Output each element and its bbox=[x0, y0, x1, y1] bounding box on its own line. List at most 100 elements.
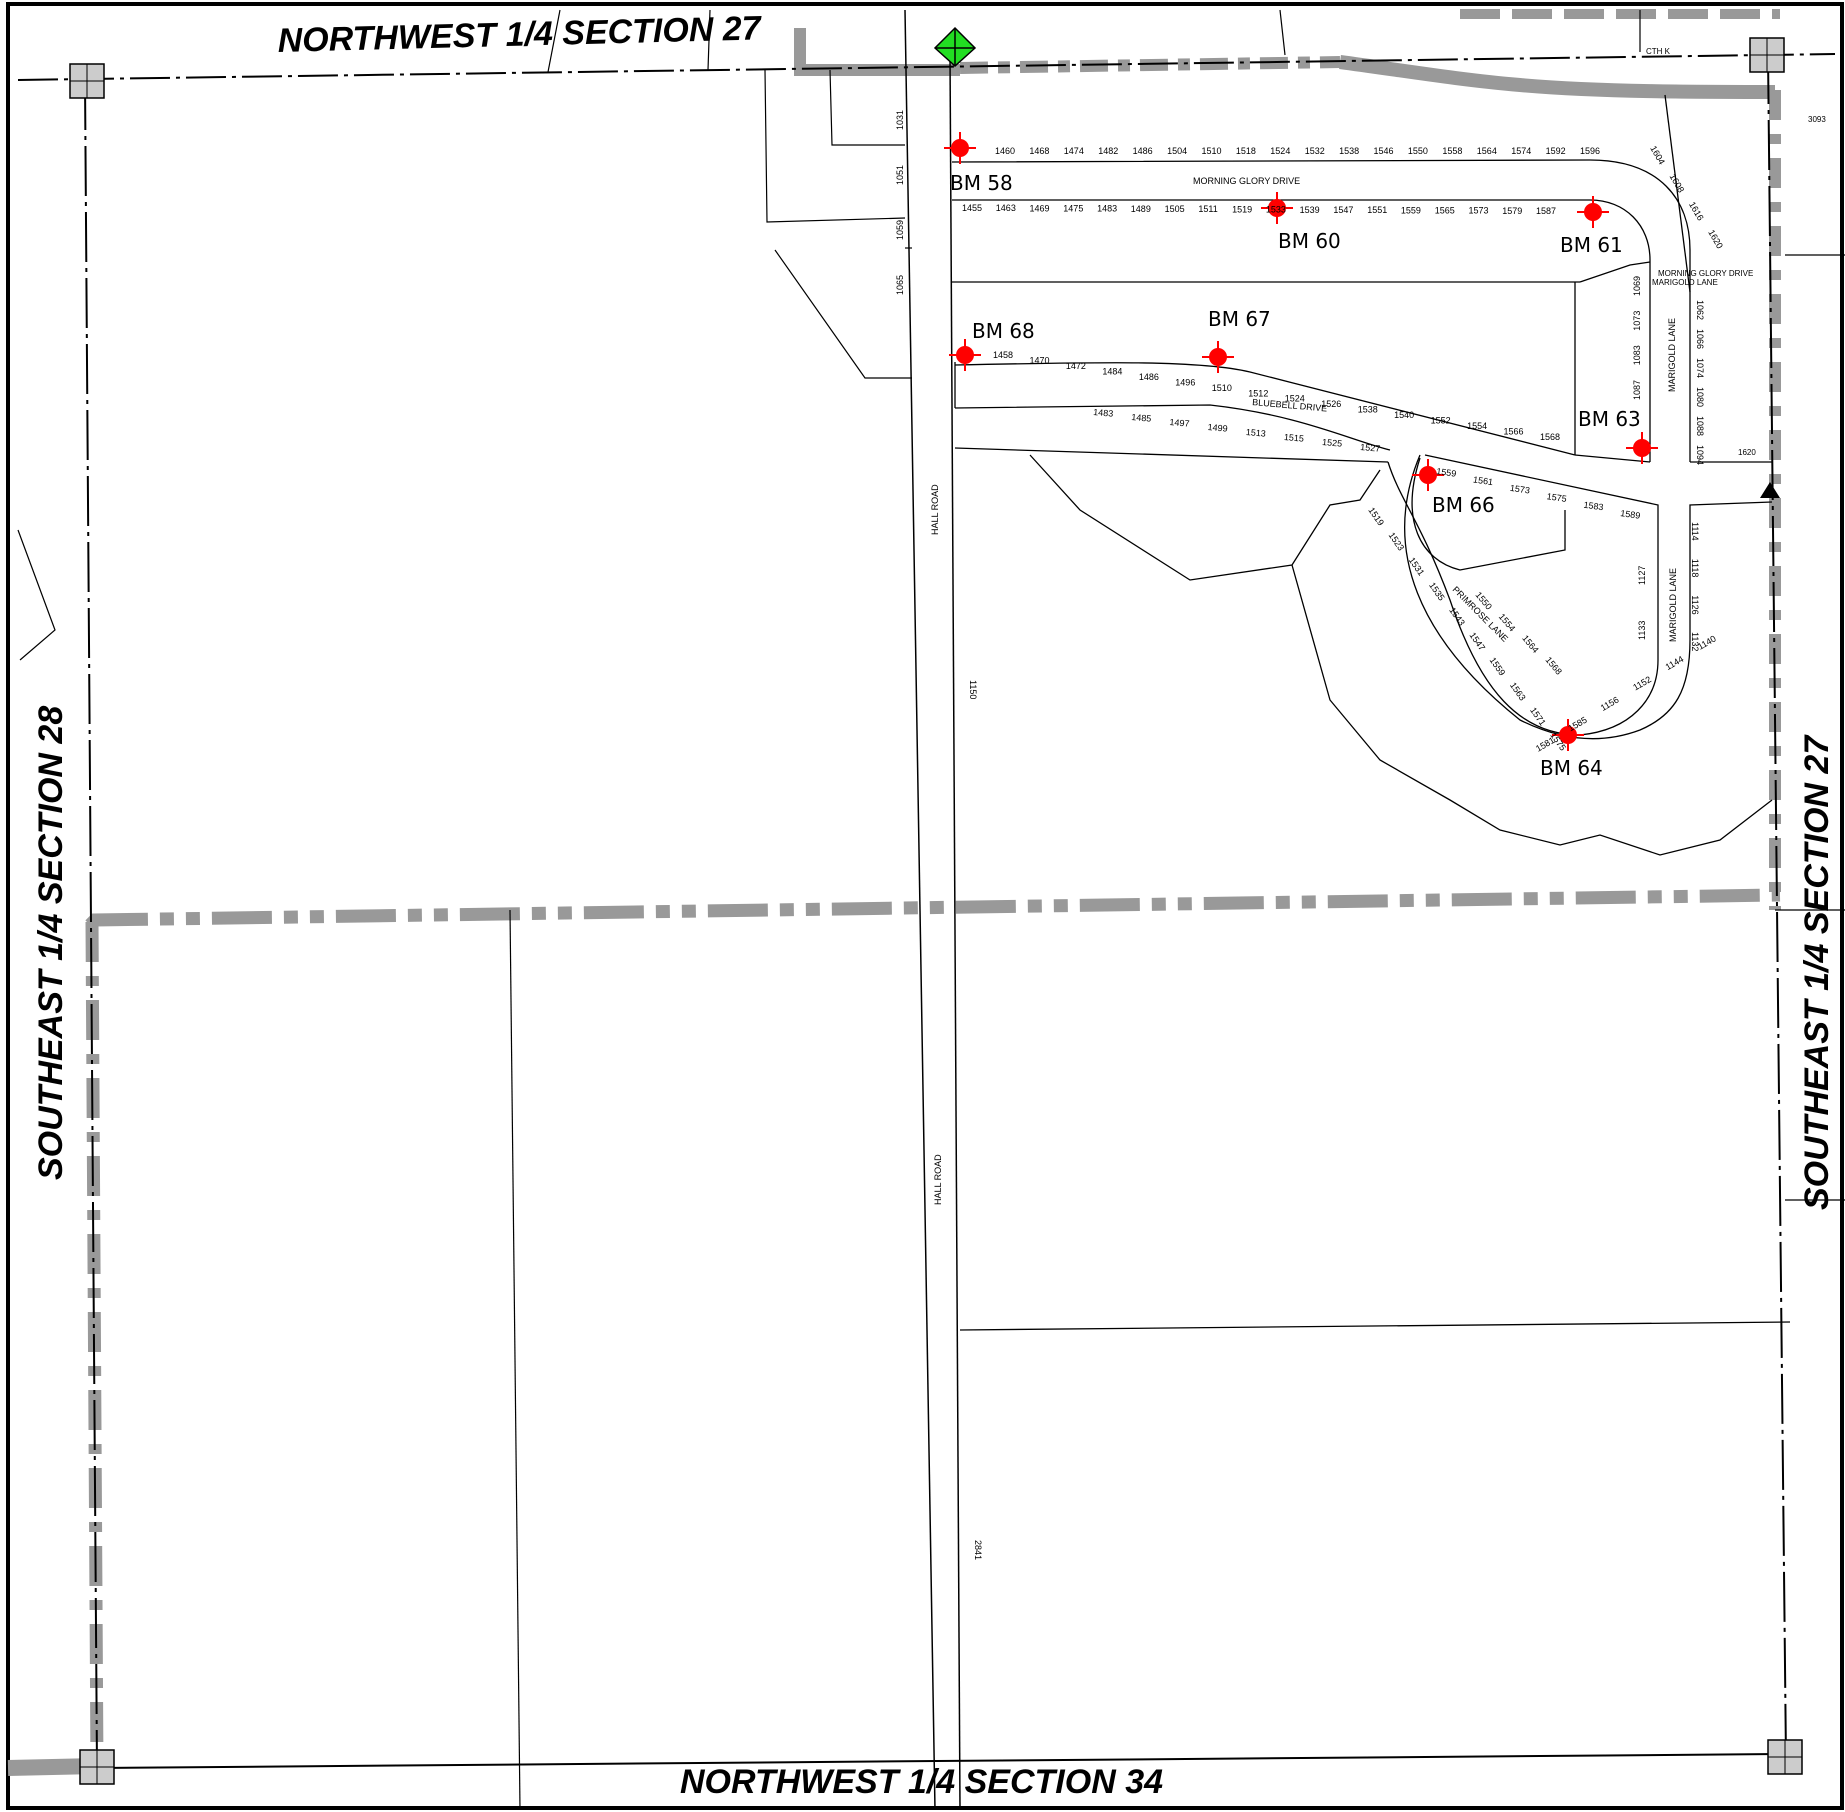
parcel-number: 1546 bbox=[1374, 146, 1394, 156]
parcel-number: 1559 bbox=[1436, 466, 1457, 479]
parcel-number: 1551 bbox=[1367, 205, 1387, 215]
parcel-number: 1573 bbox=[1509, 483, 1530, 496]
parcel-number: 1523 bbox=[1387, 530, 1407, 552]
parcel-number: 1573 bbox=[1469, 206, 1489, 216]
parcel-number: 1533 bbox=[1266, 205, 1286, 215]
section-label-bottom: NORTHWEST 1/4 SECTION 34 bbox=[680, 1763, 1163, 1801]
parcel-number: 1547 bbox=[1467, 630, 1487, 652]
parcel-number: 1499 bbox=[1207, 422, 1228, 434]
parcel-number: 1552 bbox=[1431, 416, 1451, 426]
parcel-number: 1526 bbox=[1321, 399, 1341, 409]
parcel-number: 1538 bbox=[1339, 146, 1359, 156]
bm-label: BM 60 bbox=[1278, 229, 1341, 253]
parcel-number: 1469 bbox=[1030, 203, 1050, 213]
parcel-number: 1083 bbox=[1632, 345, 1642, 365]
benchmark-icon bbox=[1412, 459, 1444, 491]
parcel-number: 1543 bbox=[1447, 605, 1467, 627]
parcel-number: 1564 bbox=[1520, 633, 1541, 655]
benchmark-icon bbox=[949, 339, 981, 371]
parcel-number: 1118 bbox=[1690, 559, 1700, 578]
parcel-number: 1604 bbox=[1648, 144, 1667, 166]
parcel-number: 1468 bbox=[1029, 146, 1049, 156]
parcel-number: 1559 bbox=[1488, 655, 1508, 677]
section-lines bbox=[17, 53, 1836, 1769]
parcel-number: 1585 bbox=[1566, 715, 1588, 734]
parcel-number: 1571 bbox=[1528, 705, 1548, 727]
bm-label: BM 58 bbox=[950, 171, 1013, 195]
benchmark-markers bbox=[944, 132, 1658, 751]
parcel-number: 1559 bbox=[1401, 205, 1421, 215]
parcel-number: 1132 bbox=[1690, 632, 1700, 651]
benchmark-icon bbox=[1577, 196, 1609, 228]
parcel-number: 1489 bbox=[1131, 204, 1151, 214]
parcel-number: 1152 bbox=[1631, 674, 1653, 692]
parcel-number: 1539 bbox=[1300, 205, 1320, 215]
parcel-number: 2841 bbox=[973, 1540, 983, 1560]
parcel-number: 1031 bbox=[895, 110, 905, 130]
parcel-number: 1519 bbox=[1232, 204, 1252, 214]
parcel-number: 1133 bbox=[1637, 621, 1647, 640]
benchmark-icon bbox=[944, 132, 976, 164]
parcel-number: 1074 bbox=[1695, 358, 1705, 378]
parcel-number: 1059 bbox=[895, 220, 905, 240]
parcel-number: 1088 bbox=[1695, 416, 1705, 436]
parcel-number: 1483 bbox=[1097, 204, 1117, 214]
parcel-number: 1486 bbox=[1139, 372, 1159, 382]
hall-road bbox=[904, 9, 961, 1811]
parcel-number: 1525 bbox=[1322, 437, 1343, 449]
parcel-number: 1554 bbox=[1467, 421, 1487, 431]
parcel-number: 1150 bbox=[968, 680, 978, 699]
parcel-number: 1505 bbox=[1165, 204, 1185, 214]
parcel-number: 1484 bbox=[1102, 366, 1122, 376]
parcel-number: 1563 bbox=[1508, 680, 1528, 702]
parcel-number: 1496 bbox=[1175, 377, 1195, 387]
parcel-number: 1087 bbox=[1632, 380, 1642, 400]
road-label-morning-glory-small: MORNING GLORY DRIVE bbox=[1658, 269, 1753, 278]
parcel-number: 1568 bbox=[1540, 432, 1560, 442]
benchmark-icon bbox=[1552, 719, 1584, 751]
parcel-number: 1080 bbox=[1695, 387, 1705, 407]
road-label-morning-glory: MORNING GLORY DRIVE bbox=[1193, 176, 1300, 186]
parcel-number: 1575 bbox=[1546, 491, 1567, 504]
parcel-number: 1073 bbox=[1632, 311, 1642, 331]
road-label-hall: HALL ROAD bbox=[930, 484, 940, 535]
map-frame bbox=[6, 2, 1844, 1810]
benchmark-icon bbox=[1202, 341, 1234, 373]
parcel-number: 1512 bbox=[1248, 388, 1268, 398]
parcel-number: 1596 bbox=[1580, 146, 1600, 156]
parcel-number: 1568 bbox=[1543, 655, 1564, 677]
parcel-number: 1455 bbox=[962, 203, 982, 213]
parcel-number: 1510 bbox=[1202, 146, 1222, 156]
parcel-number: 1126 bbox=[1690, 595, 1700, 614]
parcel-number: 1510 bbox=[1212, 383, 1232, 393]
section-label-right: SOUTHEAST 1/4 SECTION 27 bbox=[1798, 734, 1836, 1210]
parcel-number: 1144 bbox=[1664, 654, 1686, 672]
road-label-cth: CTH K bbox=[1646, 47, 1671, 56]
parcel-number: 1474 bbox=[1064, 146, 1084, 156]
road-label-marigold: MARIGOLD LANE bbox=[1667, 318, 1677, 392]
parcel-number: 1470 bbox=[1030, 356, 1050, 366]
section-label-top: NORTHWEST 1/4 SECTION 27 bbox=[277, 9, 763, 60]
parcel-number: 1558 bbox=[1442, 146, 1462, 156]
bm-label: BM 63 bbox=[1578, 407, 1641, 431]
parcel-number: 1524 bbox=[1285, 394, 1305, 404]
parcel-number: 1515 bbox=[1284, 432, 1305, 444]
triangle-marker-icon bbox=[1760, 482, 1780, 498]
benchmark-icon bbox=[1626, 432, 1658, 464]
parcel-number: 1127 bbox=[1637, 566, 1647, 585]
parcel-number: 1561 bbox=[1473, 474, 1494, 487]
parcel-number: 1485 bbox=[1131, 412, 1152, 424]
parcel-number: 1094 bbox=[1695, 445, 1705, 465]
parcel-number: 1620 bbox=[1738, 448, 1756, 457]
parcel-number: 1513 bbox=[1245, 427, 1266, 439]
parcel-number: 1069 bbox=[1632, 276, 1642, 296]
parcel-number: 1114 bbox=[1690, 522, 1700, 541]
parcel-number: 1583 bbox=[1583, 500, 1604, 513]
parcel-number: 1156 bbox=[1599, 695, 1621, 713]
parcel-number: 1589 bbox=[1620, 508, 1641, 521]
parcel-number: 1547 bbox=[1333, 205, 1353, 215]
parcel-number: 1592 bbox=[1546, 146, 1566, 156]
parcel-number: 1532 bbox=[1305, 146, 1325, 156]
parcel-number: 1538 bbox=[1358, 405, 1378, 415]
